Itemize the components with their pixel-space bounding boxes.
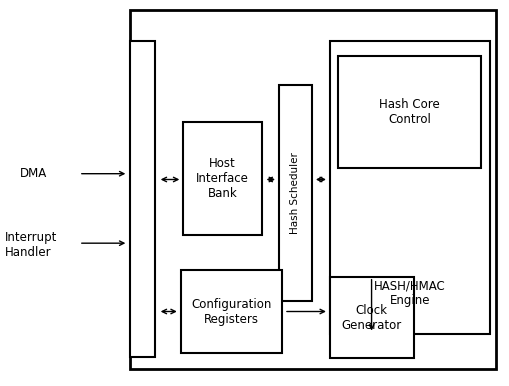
Text: Hash Core
Control: Hash Core Control bbox=[379, 98, 440, 126]
Text: Hash Scheduler: Hash Scheduler bbox=[291, 152, 300, 234]
Bar bbox=[181, 270, 282, 353]
Bar bbox=[183, 122, 262, 235]
Bar bbox=[130, 10, 496, 369]
Bar bbox=[279, 85, 312, 301]
Bar bbox=[330, 277, 414, 358]
Bar bbox=[130, 41, 155, 357]
Text: Clock
Generator: Clock Generator bbox=[342, 304, 402, 332]
Text: Interrupt
Handler: Interrupt Handler bbox=[5, 231, 58, 259]
Bar bbox=[330, 41, 490, 334]
Text: Configuration
Registers: Configuration Registers bbox=[191, 298, 272, 326]
Bar bbox=[338, 56, 481, 168]
Text: HASH/HMAC
Engine: HASH/HMAC Engine bbox=[374, 279, 446, 307]
Text: DMA: DMA bbox=[20, 167, 48, 180]
Text: Host
Interface
Bank: Host Interface Bank bbox=[196, 157, 249, 200]
